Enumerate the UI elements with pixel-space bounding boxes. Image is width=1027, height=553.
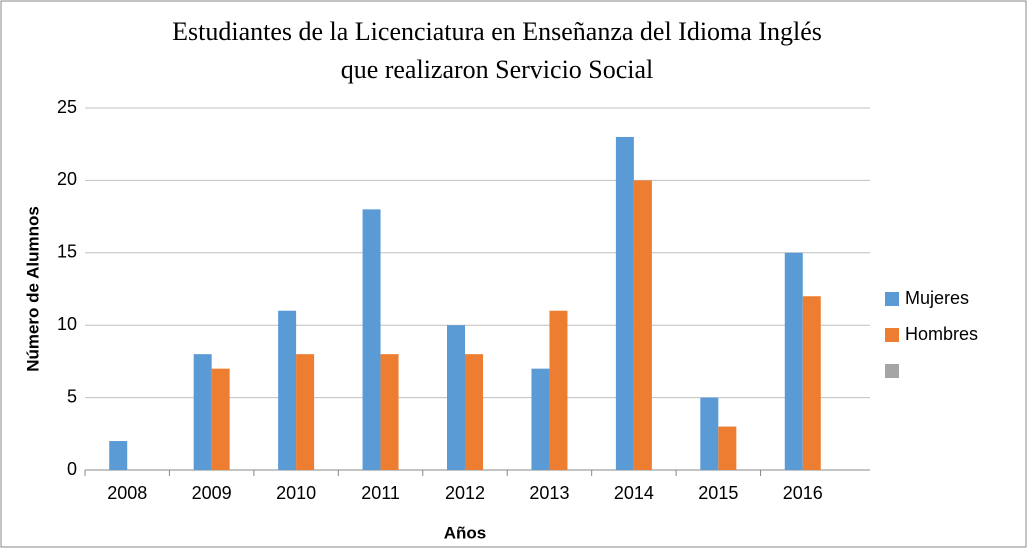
y-tick-label: 5	[67, 386, 77, 406]
x-tick-label: 2015	[698, 483, 738, 503]
bar	[278, 310, 297, 470]
bar	[549, 310, 568, 470]
x-tick-label: 2011	[361, 483, 400, 503]
x-tick-label: 2012	[445, 483, 485, 503]
x-tick-label: 2014	[614, 483, 654, 503]
x-axis-title: Años	[444, 523, 487, 542]
bar	[211, 368, 230, 470]
bar	[700, 397, 719, 470]
y-tick-label: 0	[67, 459, 77, 479]
legend-swatch	[885, 364, 899, 378]
bar	[465, 354, 483, 470]
legend-label: Hombres	[905, 324, 978, 344]
bar	[447, 325, 465, 470]
legend-swatch	[885, 328, 899, 342]
x-tick-label: 2009	[192, 483, 232, 503]
legend-label: Mujeres	[905, 288, 969, 308]
x-tick-label: 2013	[529, 483, 569, 503]
x-tick-label: 2010	[276, 483, 316, 503]
bar	[362, 209, 381, 471]
bar	[633, 180, 652, 470]
chart-title: que realizaron Servicio Social	[341, 55, 654, 84]
y-tick-label: 20	[57, 169, 77, 189]
bar	[718, 426, 737, 470]
bar	[109, 441, 128, 470]
bar	[615, 136, 634, 470]
x-tick-label: 2016	[783, 483, 823, 503]
bar	[296, 354, 315, 470]
x-tick-label: 2008	[107, 483, 147, 503]
bar	[193, 354, 212, 470]
bar	[531, 368, 550, 470]
bar	[802, 296, 821, 470]
legend-swatch	[885, 292, 899, 306]
bar	[784, 252, 803, 470]
chart-title: Estudiantes de la Licenciatura en Enseña…	[172, 17, 822, 46]
y-axis-title: Número de Alumnos	[23, 206, 42, 372]
y-tick-label: 10	[57, 314, 77, 334]
y-tick-label: 15	[57, 242, 77, 262]
bar	[380, 354, 399, 470]
y-tick-label: 25	[57, 97, 77, 117]
